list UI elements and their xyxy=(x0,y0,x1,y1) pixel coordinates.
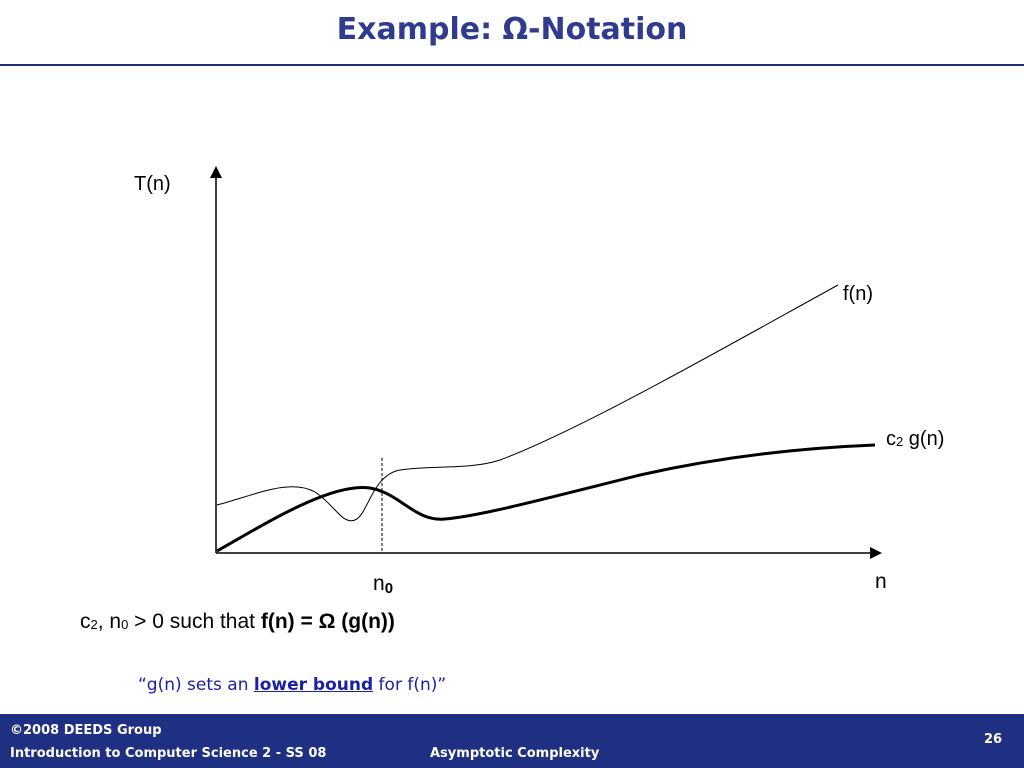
lower-bound-quote: “g(n) sets an lower bound for f(n)” xyxy=(138,675,446,695)
footer-course: Introduction to Computer Science 2 - SS … xyxy=(10,746,327,761)
condition-c-sub: 2 xyxy=(90,617,98,632)
quote-emphasis: lower bound xyxy=(253,675,374,695)
n0-base: n xyxy=(373,572,385,595)
quote-prefix: “g(n) sets an xyxy=(138,675,254,695)
slide-title: Example: Ω-Notation xyxy=(336,12,688,47)
c2-g-curve-label: c2 g(n) xyxy=(886,428,944,451)
quote-suffix: for f(n)” xyxy=(373,675,447,695)
footer-bar: ©2008 DEEDS Group Introduction to Comput… xyxy=(0,714,1024,768)
n0-sub: 0 xyxy=(384,580,394,597)
condition-formula: f(n) = Ω (g(n)) xyxy=(260,610,395,633)
f-curve xyxy=(216,284,839,522)
n0-label: n0 xyxy=(373,572,393,597)
f-curve-label: f(n) xyxy=(843,283,873,305)
condition-mid: , n xyxy=(97,610,122,633)
title-divider xyxy=(0,64,1024,66)
c2-g-curve xyxy=(216,443,876,553)
page-number: 26 xyxy=(984,732,1003,747)
c2-g-rest: g(n) xyxy=(903,428,945,450)
footer-copyright: ©2008 DEEDS Group xyxy=(10,723,162,738)
omega-condition: c2, n0 > 0 such that f(n) = Ω (g(n)) xyxy=(80,610,395,634)
c2-g-sub: 2 xyxy=(896,434,904,449)
condition-rest: > 0 such that xyxy=(128,610,261,633)
condition-c: c xyxy=(80,610,91,633)
condition-n-sub: 0 xyxy=(121,617,129,632)
y-axis-label: T(n) xyxy=(134,173,171,195)
x-axis-label: n xyxy=(875,570,887,593)
footer-topic: Asymptotic Complexity xyxy=(430,746,600,761)
c2-g-c: c xyxy=(886,428,896,450)
